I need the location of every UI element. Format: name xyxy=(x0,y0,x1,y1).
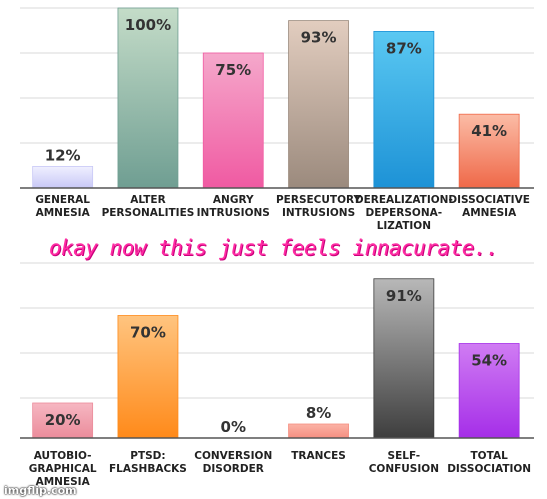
bar-trances xyxy=(288,423,349,439)
overlay-caption: okay now this just feels innacurate.. xyxy=(48,236,499,260)
bar-angry-intrusions xyxy=(202,52,264,189)
category-label: DISSOCIATIVE AMNESIA xyxy=(448,194,530,219)
value-label: 12% xyxy=(45,146,81,164)
bar-self-confusion xyxy=(373,278,435,439)
category-label: PERSECUTORY INTRUSIONS xyxy=(276,194,362,219)
value-label: 87% xyxy=(386,39,422,57)
category-label: TOTAL DISSOCIATION xyxy=(447,450,531,475)
top-bar-chart: 12% GENERAL AMNESIA 100% ALTER PERSONALITIES 7… xyxy=(20,7,534,232)
bar-general-amnesia xyxy=(32,165,94,189)
value-label: 70% xyxy=(130,324,166,342)
category-label: CONVERSION DISORDER xyxy=(194,450,272,475)
bar-derealization-depersona-lization xyxy=(373,30,435,189)
bar-ptsd-flashbacks xyxy=(117,315,179,439)
imgflip-watermark: imgflip.com xyxy=(4,484,77,497)
value-label: 100% xyxy=(125,16,171,34)
category-label: PTSD: FLASHBACKS xyxy=(109,450,187,475)
bar-persecutory-intrusions xyxy=(288,20,349,189)
bar-alter-personalities xyxy=(117,7,179,189)
category-label: AUTOBIO-GRAPHICAL AMNESIA xyxy=(29,450,97,488)
bottom-bar-chart: 20% AUTOBIO-GRAPHICAL AMNESIA 70% PTSD: FLASH… xyxy=(20,262,534,488)
bar-dissociative-amnesia xyxy=(458,113,520,189)
value-label: 54% xyxy=(471,352,507,370)
category-label: DEREALIZATION-DEPERSONA-LIZATION xyxy=(355,194,453,232)
category-label: TRANCES xyxy=(291,450,346,462)
value-label: 91% xyxy=(386,287,422,305)
category-label: GENERAL AMNESIA xyxy=(35,194,90,219)
category-label: SELF-CONFUSION xyxy=(369,450,439,475)
category-label: ANGRY INTRUSIONS xyxy=(197,194,270,219)
value-label: 0% xyxy=(221,418,246,436)
value-label: 20% xyxy=(45,411,81,429)
bar-total-dissociation xyxy=(458,343,520,439)
bar-autobio-graphical-amnesia xyxy=(32,402,94,439)
value-label: 75% xyxy=(215,61,251,79)
value-label: 8% xyxy=(306,404,331,422)
value-label: 41% xyxy=(471,122,507,140)
category-label: ALTER PERSONALITIES xyxy=(102,194,195,219)
value-label: 93% xyxy=(301,29,337,47)
